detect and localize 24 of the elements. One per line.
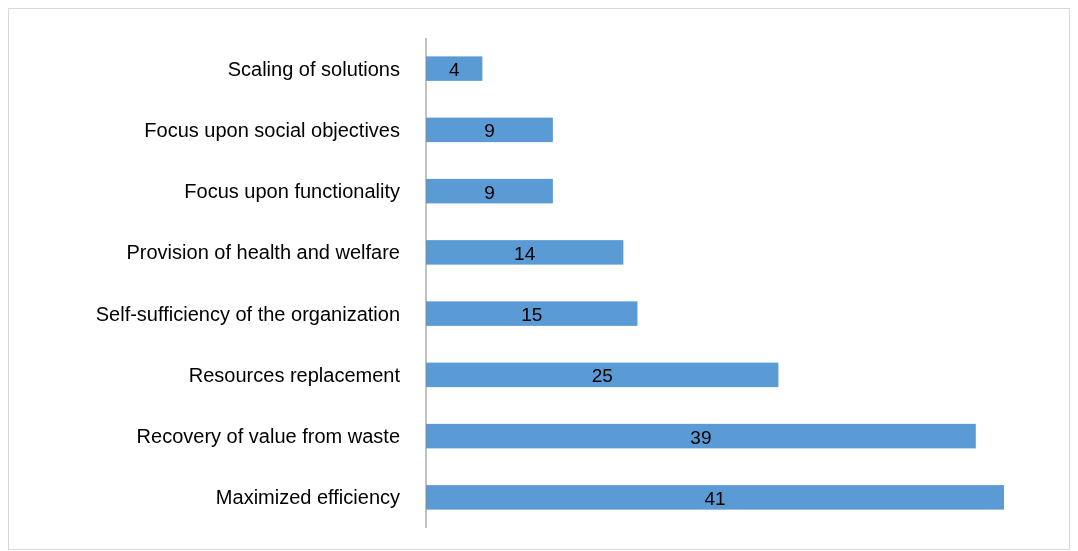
bar (426, 117, 553, 143)
bar (426, 423, 976, 449)
data-label: 41 (704, 487, 726, 509)
y-tick-label: Self-sufficiency of the organization (95, 302, 400, 325)
bar (426, 178, 553, 204)
bar (426, 301, 638, 326)
data-label: 14 (514, 242, 536, 264)
data-label: 9 (484, 120, 495, 142)
y-tick-label: Resources replacement (188, 363, 401, 386)
data-label: 4 (448, 59, 460, 81)
y-tick-label: Maximized efficiency (215, 486, 400, 509)
bar (426, 240, 624, 265)
bar (426, 362, 779, 388)
y-tick-label: Scaling of solutions (227, 57, 400, 80)
data-label: 15 (521, 304, 543, 326)
y-tick-label: Focus upon functionality (184, 180, 400, 203)
data-label: 9 (484, 181, 495, 203)
data-label: 39 (690, 426, 712, 448)
data-label: 25 (591, 365, 613, 387)
bar (426, 56, 483, 81)
y-tick-label: Recovery of value from waste (136, 425, 400, 448)
bar (426, 485, 1004, 510)
y-tick-label: Focus upon social objectives (144, 118, 400, 141)
y-tick-label: Provision of health and welfare (126, 241, 400, 264)
